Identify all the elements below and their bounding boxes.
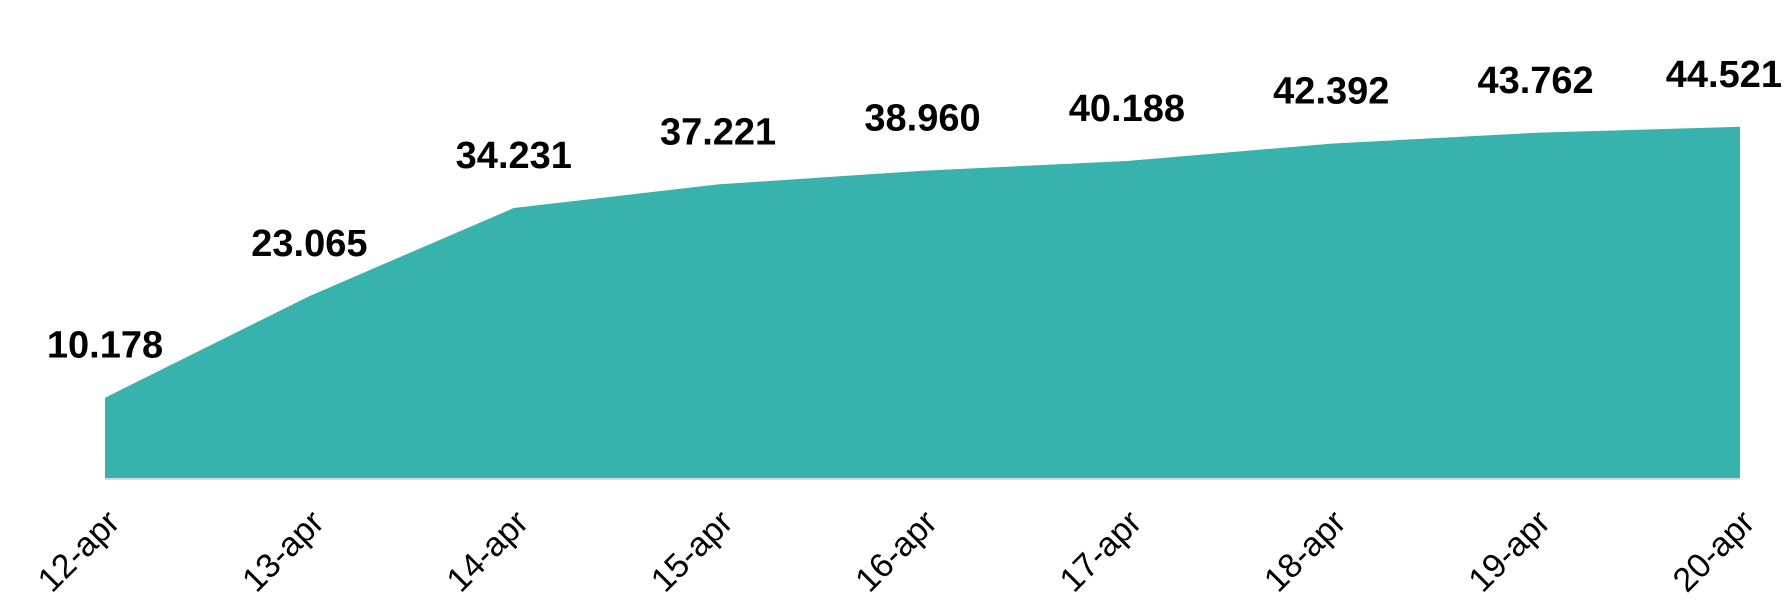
data-label: 23.065	[251, 223, 367, 265]
x-tick-label: 17-apr	[1053, 503, 1149, 599]
data-label: 37.221	[660, 111, 776, 153]
x-tick-label: 20-apr	[1666, 503, 1762, 599]
x-tick-label: 13-apr	[235, 503, 331, 599]
x-tick-label: 15-apr	[644, 503, 740, 599]
data-label: 40.188	[1069, 88, 1185, 130]
data-label: 42.392	[1273, 71, 1389, 113]
data-label: 38.960	[864, 98, 980, 140]
x-tick-label: 14-apr	[439, 503, 535, 599]
x-tick-label: 18-apr	[1257, 503, 1353, 599]
data-label: 10.178	[47, 325, 163, 367]
x-tick-label: 12-apr	[31, 503, 127, 599]
data-label: 34.231	[456, 135, 572, 177]
data-label: 44.521	[1666, 54, 1782, 96]
x-tick-label: 19-apr	[1461, 503, 1557, 599]
x-tick-label: 16-apr	[848, 503, 944, 599]
area-series	[105, 126, 1740, 479]
data-label: 43.762	[1477, 60, 1593, 102]
